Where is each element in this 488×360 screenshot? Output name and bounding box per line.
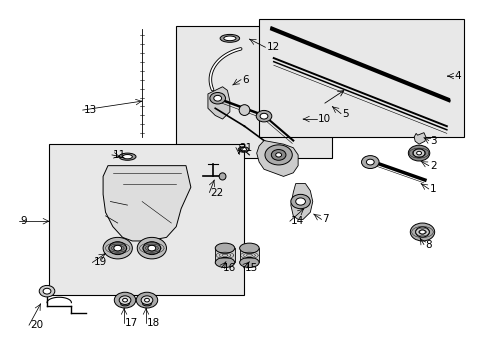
Circle shape (103, 237, 132, 259)
Circle shape (366, 159, 373, 165)
Text: 19: 19 (93, 257, 106, 267)
Circle shape (275, 153, 281, 157)
Circle shape (114, 292, 136, 308)
Ellipse shape (215, 243, 234, 253)
Circle shape (264, 145, 292, 165)
Circle shape (213, 95, 221, 101)
Bar (215, 248, 234, 262)
Circle shape (416, 151, 421, 155)
Circle shape (361, 156, 378, 168)
Text: 12: 12 (266, 42, 279, 52)
Ellipse shape (219, 173, 225, 180)
Text: 9: 9 (20, 216, 27, 226)
Text: 20: 20 (30, 320, 43, 330)
Circle shape (290, 194, 310, 209)
Circle shape (114, 245, 122, 251)
Circle shape (39, 285, 55, 297)
Circle shape (295, 198, 305, 205)
Text: 17: 17 (125, 319, 138, 328)
Circle shape (209, 93, 225, 104)
Circle shape (137, 237, 166, 259)
Circle shape (260, 113, 267, 119)
Circle shape (256, 111, 271, 122)
Polygon shape (290, 184, 312, 220)
Circle shape (122, 298, 127, 302)
Ellipse shape (238, 147, 248, 152)
Text: 13: 13 (83, 105, 97, 115)
Ellipse shape (239, 105, 249, 116)
Text: 1: 1 (429, 184, 435, 194)
Circle shape (144, 298, 149, 302)
Text: 22: 22 (210, 188, 223, 198)
Text: 6: 6 (242, 75, 248, 85)
Circle shape (136, 292, 158, 308)
Text: 14: 14 (290, 216, 304, 226)
Polygon shape (413, 133, 425, 144)
Text: 15: 15 (244, 263, 257, 273)
Polygon shape (103, 166, 190, 241)
Circle shape (271, 149, 285, 160)
Text: 21: 21 (239, 143, 252, 153)
Bar (239, 248, 259, 262)
Bar (259, 19, 463, 137)
Bar (49, 144, 244, 295)
Ellipse shape (220, 35, 239, 42)
Ellipse shape (215, 257, 234, 267)
Circle shape (43, 288, 51, 294)
Circle shape (141, 296, 153, 305)
Text: 5: 5 (341, 109, 348, 119)
Circle shape (415, 227, 428, 237)
Text: 18: 18 (147, 319, 160, 328)
Polygon shape (207, 87, 229, 119)
Ellipse shape (224, 36, 236, 41)
Circle shape (407, 145, 429, 161)
Circle shape (148, 245, 156, 251)
Ellipse shape (239, 257, 259, 267)
Text: 8: 8 (424, 239, 430, 249)
Circle shape (409, 223, 434, 241)
Circle shape (240, 147, 246, 152)
Circle shape (109, 242, 126, 255)
Ellipse shape (119, 153, 136, 160)
Text: 3: 3 (429, 136, 435, 145)
Ellipse shape (121, 302, 129, 306)
Text: 16: 16 (222, 263, 235, 273)
Text: 7: 7 (322, 215, 328, 224)
Ellipse shape (239, 243, 259, 253)
Polygon shape (256, 140, 298, 176)
Ellipse shape (122, 154, 132, 159)
Bar (176, 26, 331, 158)
Text: 11: 11 (113, 150, 126, 160)
Text: 4: 4 (453, 71, 460, 81)
Circle shape (119, 296, 131, 305)
Circle shape (412, 149, 424, 157)
Circle shape (143, 242, 160, 255)
Ellipse shape (142, 302, 151, 306)
Text: 2: 2 (429, 161, 435, 171)
Circle shape (419, 230, 425, 234)
Text: 10: 10 (317, 114, 330, 124)
